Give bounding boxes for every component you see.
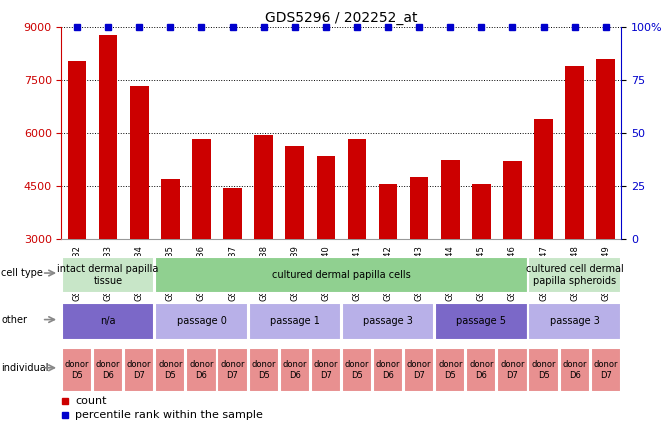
Bar [98,35,118,239]
Text: donor
D7: donor D7 [220,360,245,380]
Bar [560,348,590,393]
Text: donor
D6: donor D6 [469,360,494,380]
Text: donor
D6: donor D6 [376,360,401,380]
Bar [62,257,154,293]
Bar [249,348,279,393]
Bar [62,303,154,340]
Text: passage 5: passage 5 [456,316,506,327]
Text: cultured cell dermal
papilla spheroids: cultured cell dermal papilla spheroids [525,264,623,286]
Text: donor
D7: donor D7 [594,360,618,380]
Text: other: other [1,315,27,324]
Bar [472,184,490,239]
Bar [497,348,527,393]
Text: donor
D7: donor D7 [127,360,151,380]
Bar [373,348,403,393]
Bar [503,162,522,239]
Text: donor
D7: donor D7 [407,360,432,380]
Bar [342,303,434,340]
Text: passage 1: passage 1 [270,316,320,327]
Bar [410,177,428,239]
Bar [565,66,584,239]
Bar [124,348,154,393]
Text: donor
D6: donor D6 [282,360,307,380]
Text: donor
D7: donor D7 [500,360,525,380]
Bar [404,348,434,393]
Bar [67,61,87,239]
Text: donor
D5: donor D5 [158,360,182,380]
Text: donor
D6: donor D6 [189,360,214,380]
Bar [161,179,180,239]
Text: donor
D6: donor D6 [563,360,587,380]
Text: cell type: cell type [1,268,43,278]
Bar [534,119,553,239]
Text: count: count [75,396,106,406]
Bar [317,156,335,239]
Bar [348,139,366,239]
Bar [62,348,92,393]
Bar [529,348,559,393]
Bar [155,257,527,293]
Bar [435,348,465,393]
Bar [254,135,273,239]
Text: passage 3: passage 3 [550,316,600,327]
Bar [591,348,621,393]
Title: GDS5296 / 202252_at: GDS5296 / 202252_at [265,11,418,25]
Bar [466,348,496,393]
Bar [93,348,123,393]
Text: donor
D5: donor D5 [531,360,556,380]
Text: passage 3: passage 3 [363,316,413,327]
Bar [130,86,149,239]
Text: passage 0: passage 0 [176,316,226,327]
Bar [280,348,310,393]
Text: cultured dermal papilla cells: cultured dermal papilla cells [272,270,410,280]
Bar [529,303,621,340]
Bar [435,303,527,340]
Bar [596,59,615,239]
Bar [529,257,621,293]
Text: donor
D5: donor D5 [251,360,276,380]
Bar [186,348,217,393]
Bar [379,184,397,239]
Text: intact dermal papilla
tissue: intact dermal papilla tissue [58,264,159,286]
Bar [192,139,211,239]
Text: donor
D5: donor D5 [65,360,89,380]
Bar [342,348,372,393]
Bar [223,188,242,239]
Bar [155,348,186,393]
Text: donor
D5: donor D5 [438,360,463,380]
Bar [286,146,304,239]
Bar [249,303,341,340]
Text: n/a: n/a [100,316,116,327]
Bar [311,348,341,393]
Bar [441,160,459,239]
Bar [217,348,248,393]
Text: donor
D7: donor D7 [313,360,338,380]
Text: donor
D6: donor D6 [96,360,120,380]
Text: donor
D5: donor D5 [344,360,369,380]
Text: percentile rank within the sample: percentile rank within the sample [75,410,263,420]
Bar [155,303,248,340]
Text: individual: individual [1,363,49,373]
